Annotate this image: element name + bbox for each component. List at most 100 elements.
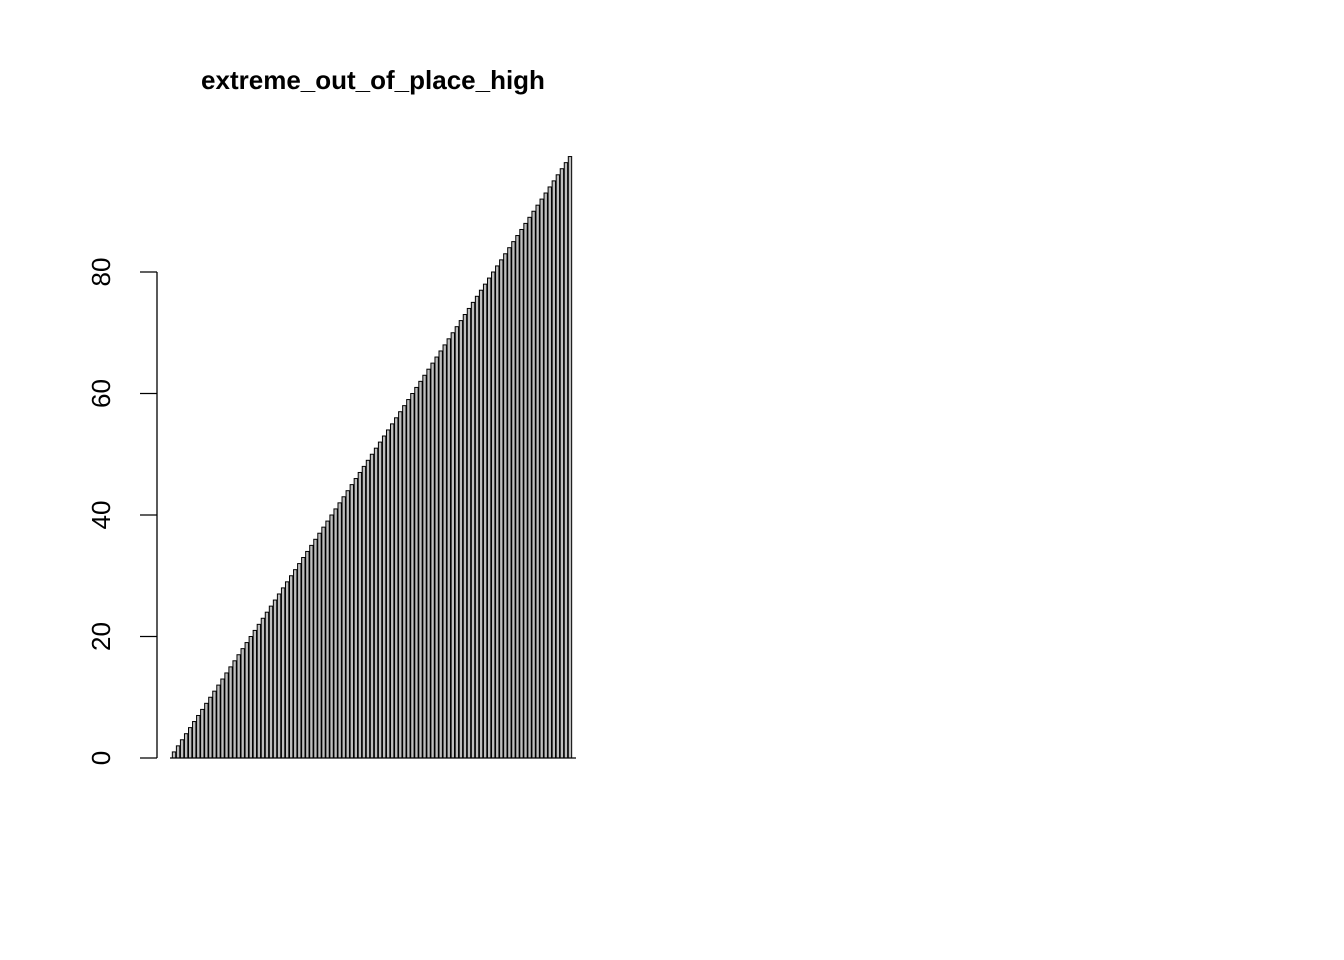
bar bbox=[462, 314, 468, 759]
bar bbox=[418, 380, 423, 759]
bar bbox=[179, 739, 185, 759]
bar bbox=[349, 484, 354, 759]
bar bbox=[280, 587, 286, 759]
bar bbox=[224, 672, 229, 759]
bars-group bbox=[171, 156, 573, 759]
y-tick-label: 40 bbox=[86, 501, 116, 530]
bar bbox=[507, 247, 512, 759]
bar bbox=[446, 338, 451, 759]
chart-title: extreme_out_of_place_high bbox=[201, 65, 545, 95]
bar bbox=[434, 356, 439, 759]
bar bbox=[212, 690, 217, 759]
bar bbox=[531, 210, 536, 759]
bar bbox=[503, 253, 508, 759]
bar bbox=[454, 326, 460, 759]
y-tick-label: 0 bbox=[86, 751, 116, 765]
bar bbox=[466, 307, 472, 759]
bar bbox=[208, 696, 213, 759]
bar bbox=[305, 550, 310, 759]
bar bbox=[422, 374, 427, 759]
bar bbox=[345, 490, 350, 759]
bar bbox=[228, 666, 233, 759]
bar bbox=[458, 320, 464, 759]
bar bbox=[329, 514, 334, 759]
bar bbox=[240, 648, 245, 759]
bar bbox=[337, 502, 342, 759]
bar bbox=[204, 702, 209, 759]
bar bbox=[260, 617, 266, 759]
bar bbox=[236, 654, 241, 759]
bar bbox=[317, 532, 322, 759]
bar bbox=[563, 162, 569, 759]
bar bbox=[406, 399, 411, 759]
bar bbox=[196, 714, 201, 759]
bar bbox=[527, 216, 532, 759]
bar bbox=[244, 642, 249, 759]
bar bbox=[284, 581, 290, 759]
bar bbox=[482, 283, 488, 759]
bar bbox=[333, 508, 338, 759]
bar bbox=[175, 745, 181, 759]
bar bbox=[491, 271, 496, 759]
bar bbox=[515, 235, 520, 759]
bar bbox=[442, 344, 447, 759]
bar bbox=[450, 332, 456, 759]
bar bbox=[535, 204, 540, 759]
bar bbox=[426, 368, 431, 759]
bar bbox=[276, 593, 282, 759]
bar bbox=[373, 447, 379, 759]
y-axis: 0 20 40 60 80 bbox=[86, 258, 158, 765]
bar bbox=[551, 180, 557, 759]
bar bbox=[523, 222, 528, 759]
bar bbox=[438, 350, 443, 759]
y-tick-label: 20 bbox=[86, 622, 116, 651]
bar bbox=[353, 478, 359, 759]
bar bbox=[495, 265, 500, 759]
bar bbox=[220, 678, 225, 759]
bar bbox=[369, 453, 375, 759]
bar bbox=[478, 289, 484, 759]
bar bbox=[313, 538, 318, 759]
bar bbox=[293, 569, 298, 759]
bar bbox=[365, 459, 371, 759]
bar bbox=[183, 733, 189, 759]
bar bbox=[567, 156, 573, 759]
bar bbox=[192, 721, 197, 759]
bar bbox=[402, 405, 407, 759]
bar bbox=[321, 526, 326, 759]
bar bbox=[216, 684, 221, 759]
bar bbox=[539, 198, 544, 759]
bar bbox=[559, 168, 565, 759]
bar bbox=[394, 417, 399, 759]
bar bbox=[357, 471, 363, 759]
bar bbox=[555, 174, 561, 759]
bar bbox=[486, 277, 492, 759]
bar bbox=[470, 301, 476, 759]
y-tick-label: 80 bbox=[86, 258, 116, 287]
y-tick-label: 60 bbox=[86, 379, 116, 408]
bar bbox=[547, 186, 552, 759]
bar bbox=[381, 435, 387, 759]
bar bbox=[398, 411, 403, 759]
bar bbox=[341, 496, 346, 759]
bar bbox=[543, 192, 548, 759]
bar bbox=[264, 611, 270, 759]
bar bbox=[309, 544, 314, 759]
bar bbox=[252, 629, 258, 759]
bar bbox=[410, 393, 415, 759]
bar bbox=[272, 599, 278, 759]
bar bbox=[171, 751, 177, 759]
bar bbox=[232, 660, 237, 759]
bar bbox=[430, 362, 435, 759]
bar bbox=[297, 563, 302, 759]
bar bbox=[511, 241, 516, 759]
bar bbox=[499, 259, 504, 759]
bar bbox=[390, 423, 395, 759]
bar bbox=[361, 465, 367, 759]
bar bbox=[385, 429, 391, 759]
bar bbox=[289, 575, 294, 759]
bar bbox=[414, 386, 419, 759]
bar bbox=[200, 708, 205, 759]
bar bbox=[377, 441, 383, 759]
